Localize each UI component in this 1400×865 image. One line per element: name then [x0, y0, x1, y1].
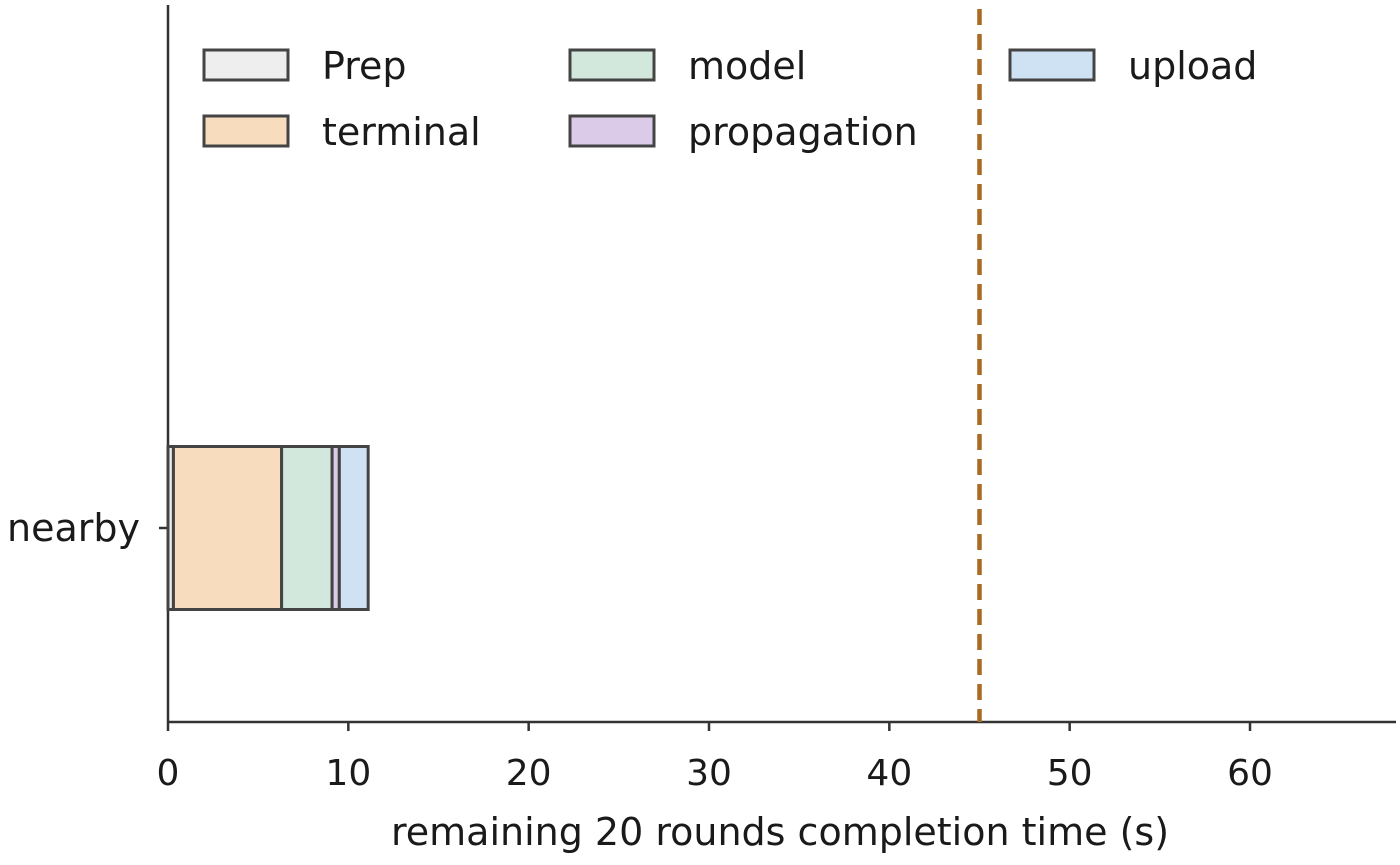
legend-swatch-upload — [1008, 48, 1096, 82]
bar-segments — [166, 445, 370, 611]
x-ticks: 0 10 20 30 40 50 60 — [157, 722, 1273, 794]
y-ticks: nearby — [7, 506, 168, 550]
legend-swatch-terminal — [202, 114, 290, 148]
x-axis-label: remaining 20 rounds completion time (s) — [391, 810, 1169, 854]
x-tick-label: 50 — [1047, 753, 1093, 794]
legend-label-terminal: terminal — [322, 110, 481, 154]
bar-segment-terminal — [171, 445, 284, 611]
legend-label-upload: upload — [1128, 44, 1257, 88]
legend-label-propagation: propagation — [688, 110, 918, 154]
legend-swatch-model — [568, 48, 656, 82]
legend-swatch-propagation — [568, 114, 656, 148]
x-tick-label: 10 — [325, 753, 371, 794]
x-tick-label: 30 — [686, 753, 732, 794]
legend-label-model: model — [688, 44, 806, 88]
bar-segment-upload — [337, 445, 370, 611]
legend: Prep terminal model propagation upload — [202, 44, 1257, 154]
bar-segment-model — [280, 445, 334, 611]
legend-label-Prep: Prep — [322, 44, 407, 88]
x-tick-label: 60 — [1227, 753, 1273, 794]
x-tick-label: 0 — [157, 753, 180, 794]
x-tick-label: 20 — [506, 753, 552, 794]
legend-swatch-Prep — [202, 48, 290, 82]
y-tick-label: nearby — [7, 506, 140, 550]
x-tick-label: 40 — [866, 753, 912, 794]
